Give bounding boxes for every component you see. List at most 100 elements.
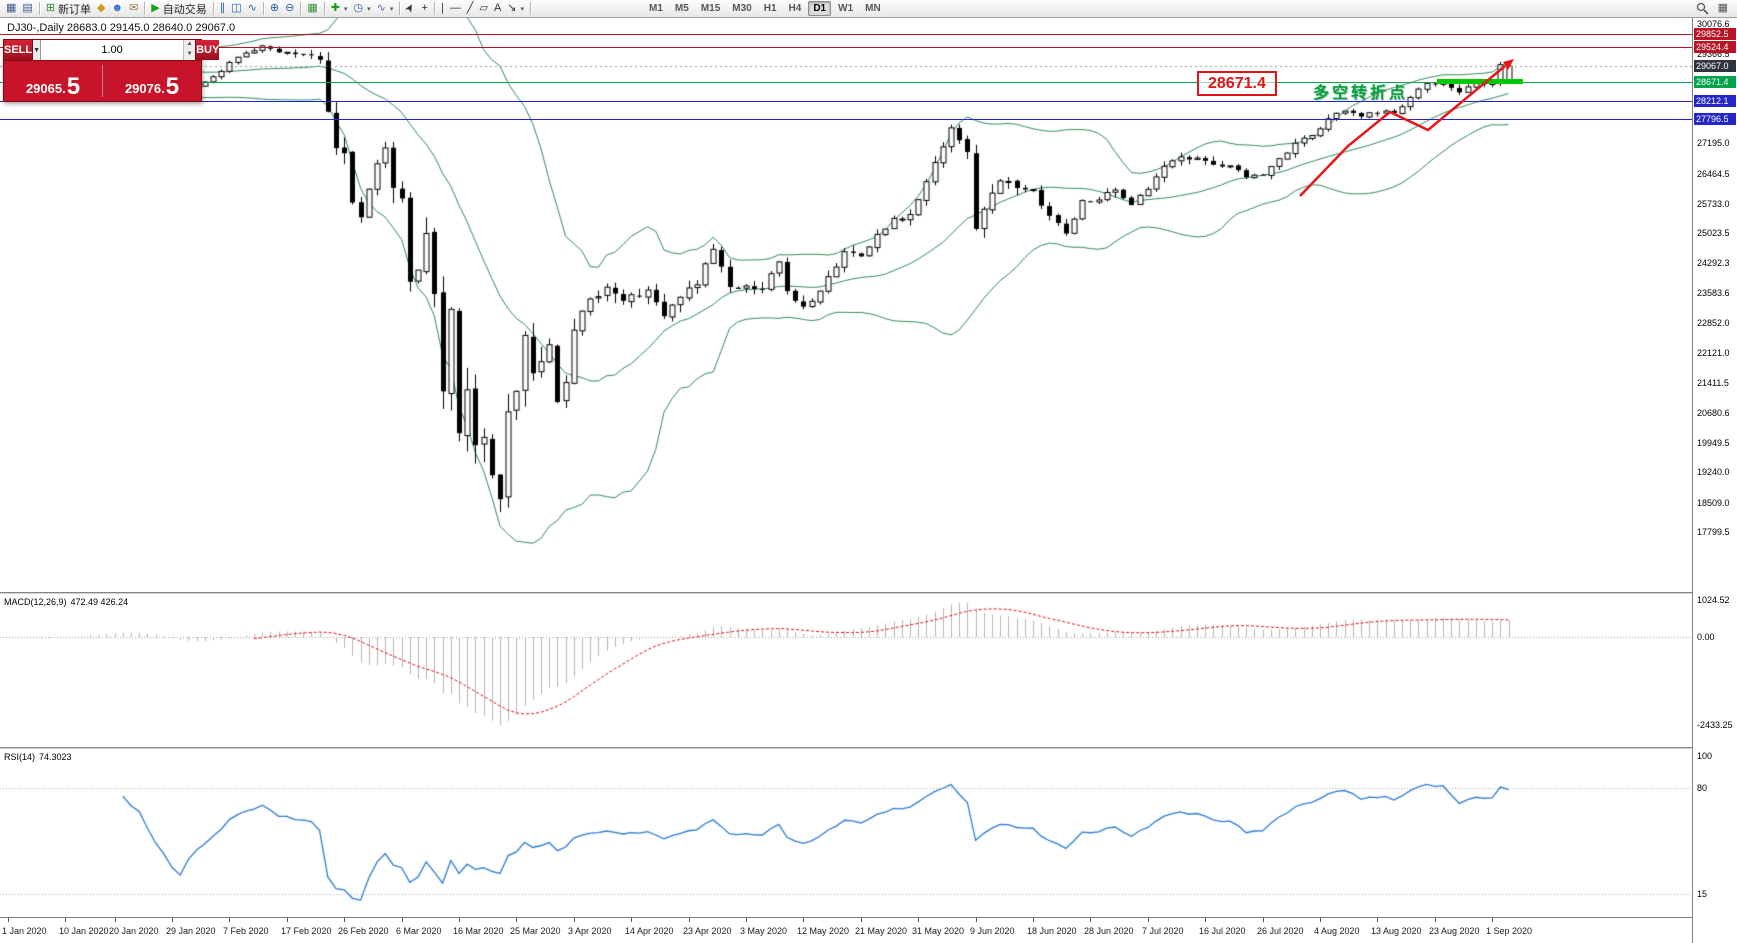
- deposit-button[interactable]: ◆: [94, 1, 108, 17]
- channel-tool-button[interactable]: ▱: [476, 1, 490, 17]
- sell-price-big-digit: 5: [66, 73, 81, 100]
- time-axis-tick: [631, 918, 632, 922]
- macd-scale-label: 1024.52: [1697, 595, 1730, 605]
- auto-trading-icon: ▶: [151, 2, 160, 14]
- rsi-name: RSI(14): [4, 752, 36, 762]
- time-axis-tick: [172, 918, 173, 922]
- turning-point-text[interactable]: 多空转折点: [1313, 85, 1409, 102]
- trendline-tool-button[interactable]: ╱: [464, 1, 477, 17]
- candle-chart-mode-button[interactable]: ◫: [228, 1, 244, 17]
- contacts-button[interactable]: ☻: [109, 1, 127, 17]
- horizontal-line-tool-button[interactable]: —: [447, 1, 464, 17]
- date-label: 14 Apr 2020: [625, 926, 674, 936]
- new-chart-button[interactable]: ▦: [3, 1, 19, 17]
- tile-windows-button[interactable]: ▦: [304, 1, 320, 17]
- toolbar-separator: [212, 2, 214, 15]
- timeframe-m30[interactable]: M30: [732, 3, 752, 14]
- date-label: 3 May 2020: [740, 926, 788, 936]
- timeframe-w1[interactable]: W1: [838, 3, 854, 14]
- time-axis-tick: [1435, 918, 1436, 922]
- macd-panel-canvas[interactable]: [0, 594, 1692, 747]
- toolbar-separator: [433, 2, 435, 15]
- timeframe-d1[interactable]: D1: [808, 1, 832, 16]
- price-line-label: 28212.1: [1694, 95, 1736, 108]
- vertical-line-tool-button[interactable]: |: [438, 1, 447, 17]
- macd-scale-label: 0.00: [1697, 632, 1715, 642]
- zoom-out-button[interactable]: ⊖: [282, 1, 297, 17]
- macd-values: 472.49 426.24: [70, 597, 129, 607]
- zoom-in-button[interactable]: ⊕: [267, 1, 282, 17]
- rsi-indicator-label: RSI(14) 74.3023: [4, 752, 76, 762]
- indicators-icon: ✚: [330, 2, 340, 14]
- text-tool-button[interactable]: A: [491, 1, 504, 17]
- price-scale-label: 17799.5: [1697, 526, 1730, 537]
- zoom-in-icon: ⊕: [269, 2, 280, 14]
- price-scale-label: 25733.0: [1697, 198, 1730, 209]
- cursor-button[interactable]: ➤: [403, 1, 418, 17]
- messages-icon: ✉: [129, 2, 139, 14]
- toolbar-main: ▦ ▤ ⊞ 新订单 ◆ ☻ ✉ ▶ 自动交易 ∥ ◫ ∿ ⊕ ⊖ ▦ ✚ ▾ ◷ ▾ ∿ ▾ ➤ + | — ╱ ▱ A ↘ ▾ M1 M5 M…: [3, 0, 1693, 17]
- arrow-tool-button[interactable]: ↘ ▾: [504, 1, 527, 17]
- auto-trading-button[interactable]: ▶ 自动交易: [148, 1, 209, 17]
- sell-price-main: 29065.: [25, 81, 66, 96]
- buy-button[interactable]: BUY: [196, 40, 220, 60]
- date-label: 1 Sep 2020: [1486, 926, 1533, 936]
- templates-button[interactable]: ∿ ▾: [374, 1, 397, 17]
- volume-up-button[interactable]: ▲: [184, 40, 196, 50]
- window-list-button[interactable]: ▦: [1715, 1, 1731, 17]
- price-annotation-box[interactable]: 28671.4: [1197, 71, 1277, 96]
- date-label: 16 Jul 2020: [1199, 926, 1246, 936]
- bar-chart-mode-button[interactable]: ∥: [217, 1, 229, 17]
- new-order-button[interactable]: ⊞ 新订单: [43, 1, 94, 17]
- price-line-label: 29852.5: [1694, 27, 1736, 40]
- indicators-button[interactable]: ✚ ▾: [328, 1, 351, 17]
- sell-price[interactable]: 29065. 5: [4, 61, 102, 101]
- chart-profiles-button[interactable]: ▤: [19, 1, 35, 17]
- volume-input[interactable]: [41, 40, 184, 60]
- panel-separator[interactable]: [0, 747, 1737, 749]
- timeframe-h4[interactable]: H4: [788, 3, 802, 14]
- rsi-panel-canvas[interactable]: [0, 749, 1692, 917]
- date-label: 13 Aug 2020: [1371, 926, 1422, 936]
- date-label: 23 Aug 2020: [1429, 926, 1480, 936]
- price-chart-canvas[interactable]: [0, 18, 1692, 592]
- crosshair-button[interactable]: +: [419, 1, 431, 17]
- contacts-icon: ☻: [111, 2, 124, 14]
- toolbar-separator: [530, 2, 532, 15]
- toolbar-right: ▦: [1693, 1, 1734, 17]
- buy-price[interactable]: 29076. 5: [103, 61, 201, 101]
- order-type-dropdown[interactable]: ▼: [32, 40, 42, 60]
- price-scale-label: 26464.5: [1697, 168, 1730, 179]
- time-axis-tick: [287, 918, 288, 922]
- timeframe-mn[interactable]: MN: [865, 3, 881, 14]
- date-label: 31 May 2020: [912, 926, 965, 936]
- messages-button[interactable]: ✉: [126, 1, 141, 17]
- panel-separator[interactable]: [0, 592, 1737, 594]
- search-button[interactable]: [1693, 1, 1712, 17]
- rsi-value: 74.3023: [39, 752, 72, 762]
- periods-button[interactable]: ◷ ▾: [350, 1, 373, 17]
- arrow-tool-icon: ↘: [507, 2, 517, 14]
- time-axis-tick: [516, 918, 517, 922]
- sell-button[interactable]: SELL: [4, 40, 33, 60]
- price-scale-label: 25023.5: [1697, 228, 1730, 239]
- deposit-icon: ◆: [97, 2, 106, 14]
- volume-down-button[interactable]: ▼: [184, 50, 196, 60]
- price-scale-label: 29366.5: [1697, 48, 1730, 59]
- timeframe-m5[interactable]: M5: [674, 3, 689, 14]
- time-axis-tick: [1320, 918, 1321, 922]
- line-chart-mode-button[interactable]: ∿: [245, 1, 260, 17]
- price-axis[interactable]: 30076.6 29366.5 27195.0 26464.5 25733.0 25023…: [1692, 18, 1737, 943]
- price-scale-label: 27195.0: [1697, 138, 1730, 149]
- time-axis-tick: [746, 918, 747, 922]
- time-axis-tick: [1033, 918, 1034, 922]
- time-axis[interactable]: 1 Jan 2020 10 Jan 2020 20 Jan 2020 29 Jan 2…: [0, 917, 1692, 943]
- date-label: 6 Mar 2020: [396, 926, 442, 936]
- timeframe-m15[interactable]: M15: [700, 3, 721, 14]
- time-axis-tick: [689, 918, 690, 922]
- timeframe-m1[interactable]: M1: [649, 3, 663, 14]
- chart-title: DJ30-,Daily 28683.0 29145.0 28640.0 2906…: [7, 22, 236, 34]
- auto-trading-label: 自动交易: [162, 3, 207, 16]
- timeframe-h1[interactable]: H1: [763, 3, 777, 14]
